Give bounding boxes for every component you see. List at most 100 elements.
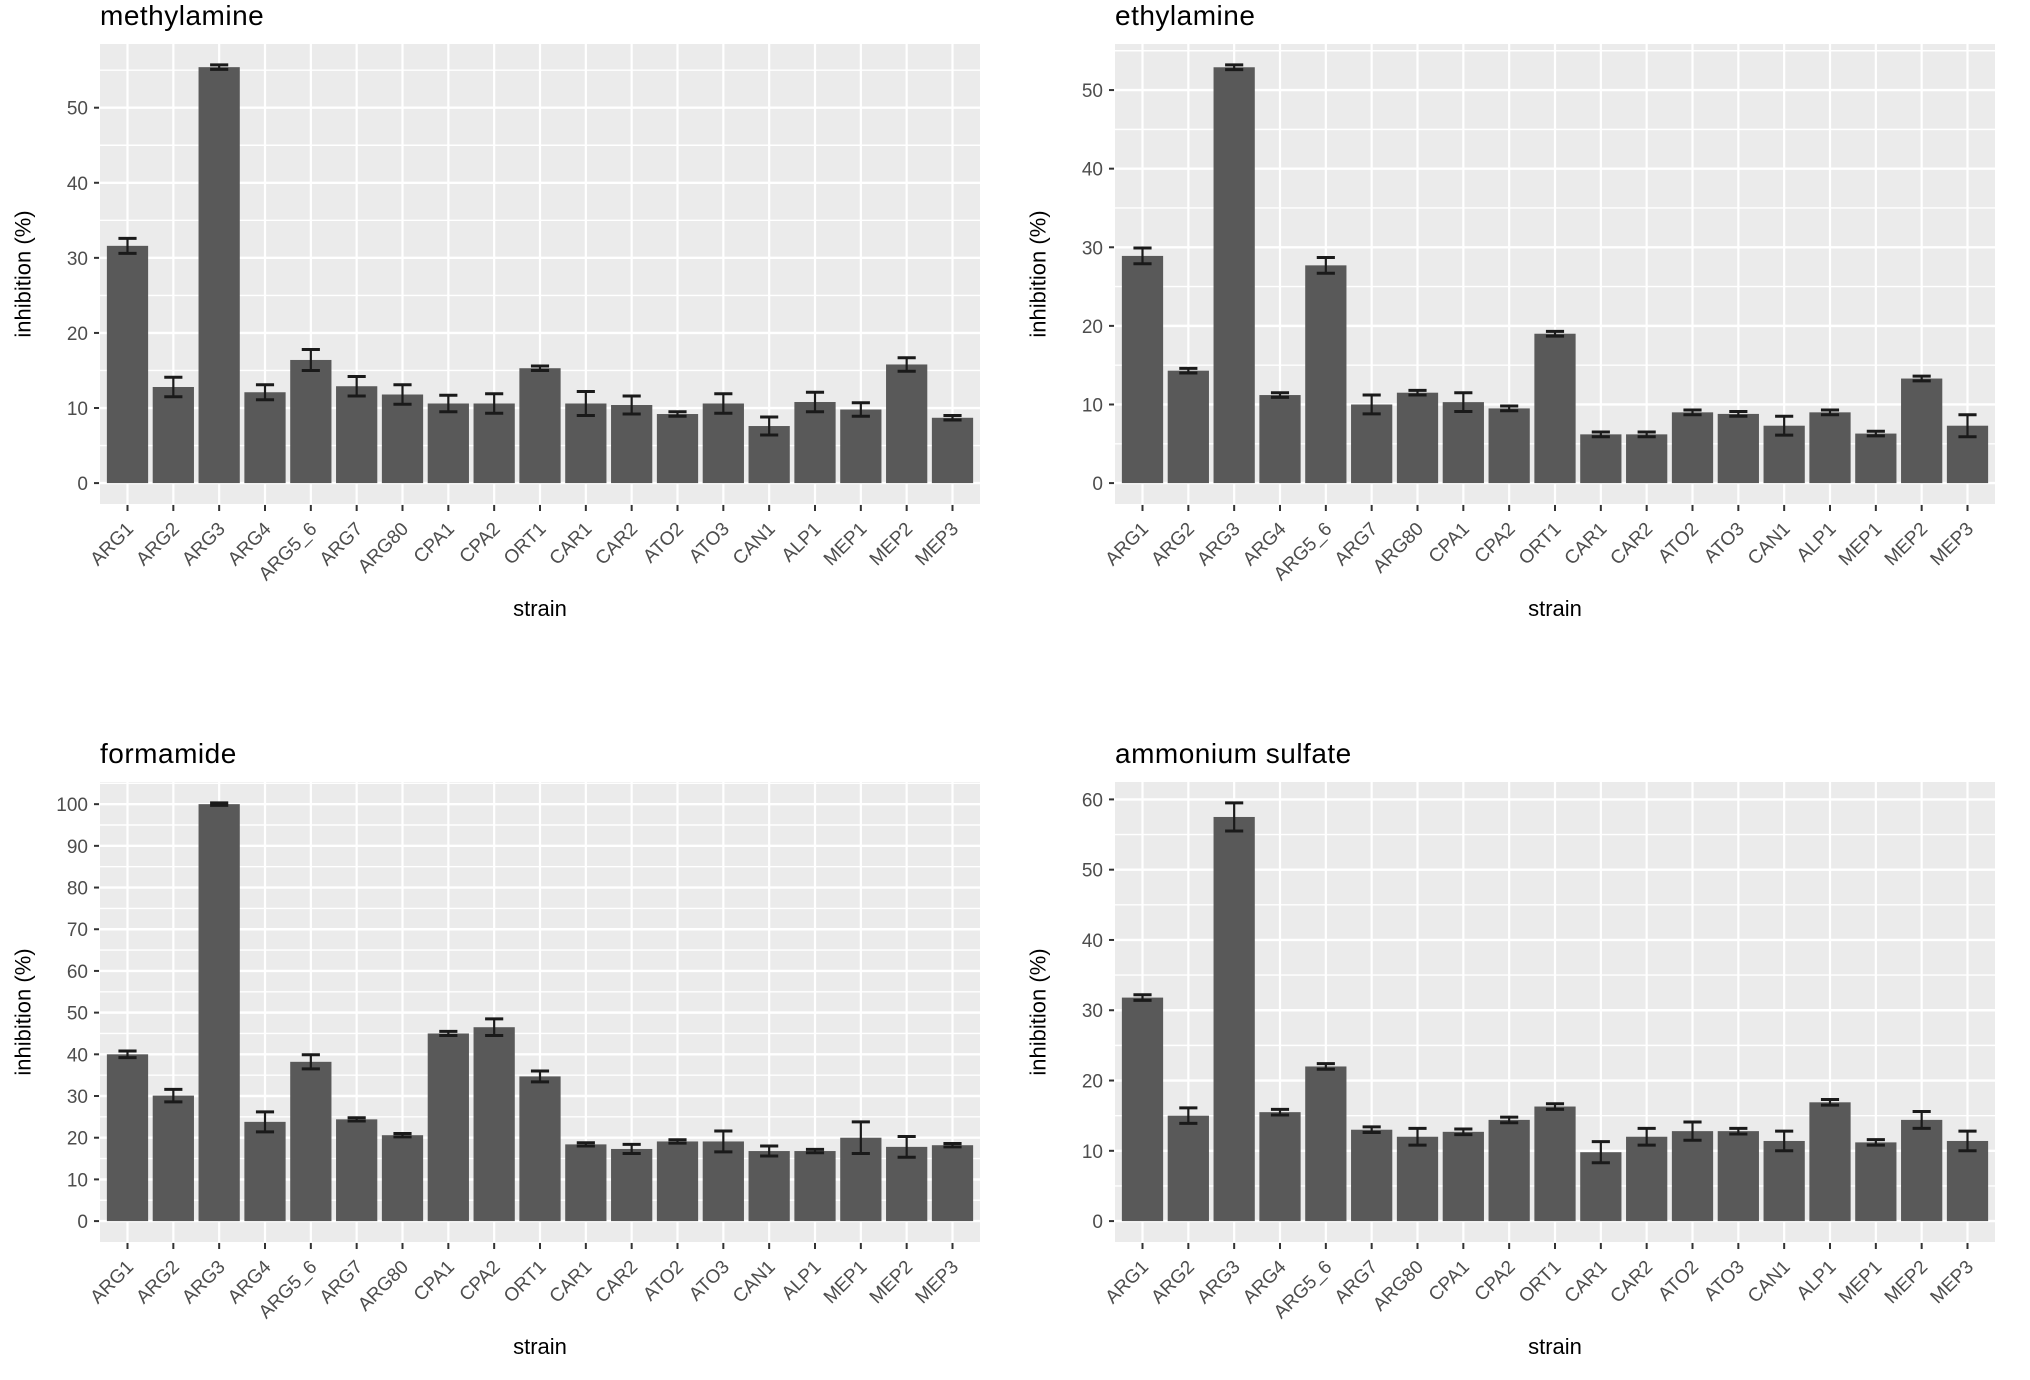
bar-ARG3 [1213,67,1255,484]
bar-MEP3 [931,1145,974,1222]
bar-CAR1 [565,1144,607,1222]
bar-CAR2 [1626,434,1668,484]
x-tick-label-CAN1: CAN1 [729,519,780,570]
y-tick-label: 90 [67,837,88,858]
y-tick-label: 30 [1082,1001,1103,1022]
x-tick-label-CPA1: CPA1 [1425,519,1474,568]
bar-ATO2 [656,414,699,484]
y-tick-label: 30 [67,1087,88,1108]
x-tick-label-ARG3: ARG3 [178,1257,229,1308]
bar-CPA2 [1488,1119,1530,1222]
x-tick-label-MEP2: MEP2 [1881,1257,1932,1308]
x-axis-title: strain [513,1334,567,1359]
bar-ATO2 [1671,412,1714,484]
bar-MEP1 [1855,433,1897,484]
x-tick-label-CAN1: CAN1 [1744,1257,1795,1308]
x-tick-label-CAR2: CAR2 [1607,1257,1658,1308]
bar-ARG4 [1259,1112,1301,1222]
bar-ARG5_6 [290,1061,332,1222]
bar-ARG2 [1167,1115,1209,1222]
error-bars [118,63,962,437]
bar-ORT1 [1534,333,1576,484]
x-tick-label-MEP2: MEP2 [866,1257,917,1308]
y-tick-label: 10 [1082,395,1103,416]
bar-CAR2 [611,405,653,484]
x-tick-label-ATO3: ATO3 [685,519,734,568]
bar-ATO3 [1717,1131,1759,1222]
bar-CAR2 [611,1148,653,1222]
bar-ARG7 [336,386,378,484]
y-axis: 0 10 20 30 40 50 [67,99,99,495]
y-tick-label: 0 [77,474,88,495]
plot-panel-methylamine: 0 10 20 30 40 50 ARG1ARG2ARG3ARG4ARG5_6ARG7ARG… [67,44,980,585]
x-tick-label-CAR1: CAR1 [1561,1257,1612,1308]
bar-CAR2 [1626,1136,1668,1222]
y-tick-label: 50 [1082,81,1103,102]
bar-ORT1 [519,1076,561,1222]
x-axis: ARG1ARG2ARG3ARG4ARG5_6ARG7ARG80CPA1CPA2O… [1102,1243,1978,1323]
y-tick-label: 10 [1082,1142,1103,1163]
bar-ARG1 [1121,255,1164,484]
bar-MEP1 [840,409,882,484]
bar-ATO3 [702,403,744,484]
x-tick-label-ATO2: ATO2 [639,519,688,568]
y-tick-label: 40 [1082,160,1103,181]
bar-ARG3 [1213,816,1255,1222]
bar-ARG4 [244,1121,286,1222]
x-tick-label-ARG3: ARG3 [1193,519,1244,570]
bar-CPA1 [1442,1131,1484,1222]
bars [106,804,974,1222]
x-tick-label-MEP3: MEP3 [912,1257,963,1308]
chart-title: formamide [100,738,237,769]
x-tick-label-ARG1: ARG1 [1102,1257,1153,1308]
x-tick-label-ARG2: ARG2 [1147,1257,1198,1308]
x-tick-label-CAN1: CAN1 [1744,519,1795,570]
bar-ALP1 [1809,412,1851,484]
y-tick-label: 10 [67,1170,88,1191]
y-tick-label: 100 [56,795,88,816]
x-tick-label-ATO2: ATO2 [1654,1257,1703,1306]
x-axis-title: strain [513,596,567,621]
x-tick-label-ALP1: ALP1 [1793,519,1841,567]
x-tick-label-ARG3: ARG3 [1193,1257,1244,1308]
bar-CPA2 [473,1027,515,1222]
bar-ARG1 [106,245,149,484]
y-tick-label: 70 [67,920,88,941]
x-tick-label-ARG80: ARG80 [354,519,413,578]
error-bars [1133,63,1977,439]
y-tick-label: 0 [1092,1212,1103,1233]
bar-ARG4 [1259,395,1301,484]
bar-ARG4 [244,392,286,484]
x-tick-label-ARG1: ARG1 [87,519,138,570]
plot-panel-ammonium-sulfate: 0 10 20 30 40 50 60 ARG1ARG2ARG3ARG4ARG5_6ARG7A… [1082,782,1995,1323]
bar-CPA1 [1442,402,1484,484]
x-tick-label-MEP1: MEP1 [820,1257,871,1308]
bar-ARG3 [198,804,240,1222]
x-tick-label-MEP2: MEP2 [1881,519,1932,570]
x-axis-title: strain [1528,596,1582,621]
y-tick-label: 60 [1082,790,1103,811]
bar-MEP3 [1946,1140,1989,1222]
x-tick-label-ALP1: ALP1 [778,519,826,567]
x-tick-label-CPA2: CPA2 [456,519,505,568]
x-tick-label-ATO2: ATO2 [1654,519,1703,568]
y-tick-label: 40 [67,1045,88,1066]
bar-ARG2 [1167,370,1209,484]
y-tick-label: 20 [1082,1072,1103,1093]
y-axis: 0 10 20 30 40 50 60 70 80 90 100 [56,795,99,1233]
bar-MEP2 [886,364,928,484]
y-tick-label: 40 [1082,931,1103,952]
x-tick-label-ORT1: ORT1 [1515,1257,1565,1307]
error-bars [1133,801,1977,1165]
bar-ARG3 [198,67,240,484]
bar-ORT1 [1534,1106,1576,1222]
bar-ARG5_6 [1305,265,1347,484]
x-tick-label-CPA2: CPA2 [1471,1257,1520,1306]
y-tick-label: 20 [67,1129,88,1150]
x-tick-label-MEP1: MEP1 [1835,519,1886,570]
x-tick-label-CAR2: CAR2 [592,1257,643,1308]
bar-ARG2 [152,386,194,484]
bar-MEP2 [1901,378,1943,484]
chart-formamide: formamide inhibition (%) 0 10 20 30 40 50 60 70… [0,738,1015,1378]
